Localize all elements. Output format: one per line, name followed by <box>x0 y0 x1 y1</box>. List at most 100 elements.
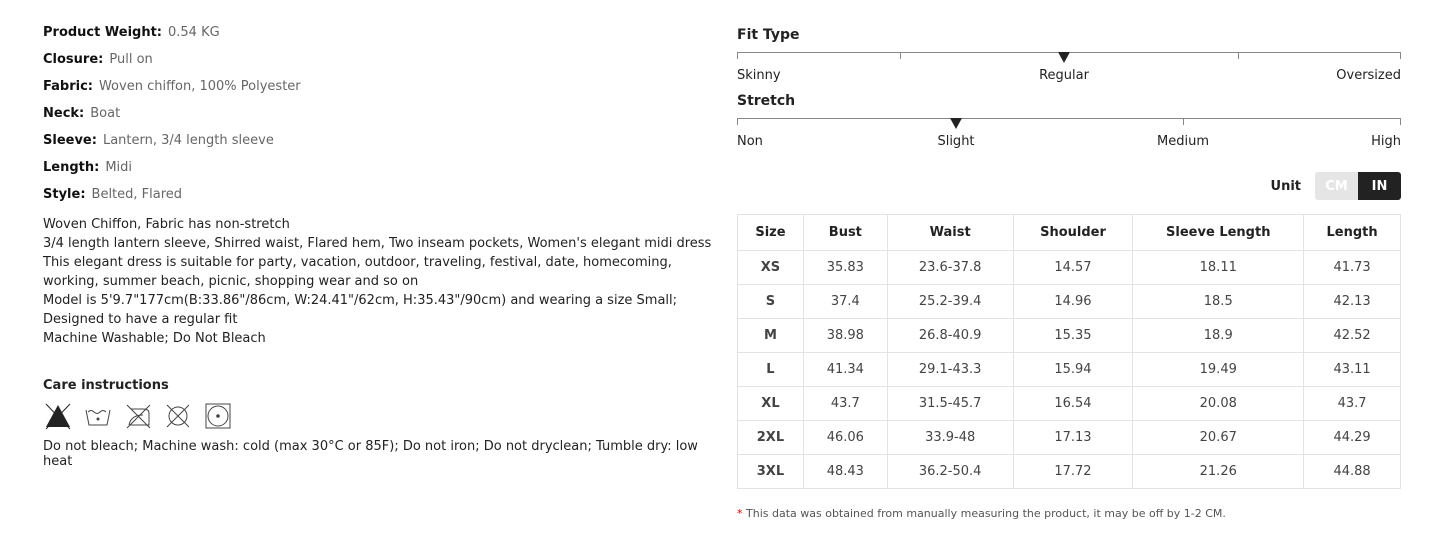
table-cell: 43.7 <box>802 386 888 421</box>
attribute-label: Closure: <box>43 52 104 67</box>
table-row: S 37.4 25.2-39.4 14.96 18.5 42.13 <box>737 284 1401 319</box>
table-cell: 15.35 <box>1012 318 1134 353</box>
fit_type-label: Regular <box>1039 68 1089 83</box>
column-header: Size <box>737 214 804 251</box>
table-cell: 42.52 <box>1303 318 1401 353</box>
table-cell: 19.49 <box>1132 352 1305 387</box>
table-cell: 36.2-50.4 <box>886 454 1014 489</box>
stretch-label: Non <box>737 134 763 149</box>
attribute-row: Length: Midi <box>43 159 723 186</box>
stretch-label: Slight <box>937 134 975 149</box>
attribute-label: Product Weight: <box>43 25 162 40</box>
stretch-scale <box>737 118 1401 138</box>
description-line: Woven Chiffon, Fabric has non-stretch <box>43 217 290 232</box>
stretch-label: High <box>1371 134 1401 149</box>
table-cell: 23.6-37.8 <box>886 250 1014 285</box>
description: Woven Chiffon, Fabric has non-stretch 3/4… <box>43 215 723 348</box>
table-row: 2XL 46.06 33.9-48 17.13 20.67 44.29 <box>737 420 1401 455</box>
attribute-row: Product Weight: 0.54 KG <box>43 24 723 51</box>
table-row: 3XL 48.43 36.2-50.4 17.72 21.26 44.88 <box>737 454 1401 489</box>
fit-type-marker <box>1058 52 1070 63</box>
table-cell: 17.13 <box>1012 420 1134 455</box>
unit-in-button[interactable]: IN <box>1358 172 1401 200</box>
column-header: Length <box>1303 214 1401 251</box>
care-icons <box>43 401 723 431</box>
table-cell: 18.5 <box>1132 284 1305 319</box>
table-cell: XL <box>737 386 804 421</box>
table-cell: 41.34 <box>802 352 888 387</box>
table-cell: XS <box>737 250 804 285</box>
attribute-row: Fabric: Woven chiffon, 100% Polyester <box>43 78 723 105</box>
attribute-row: Style: Belted, Flared <box>43 186 723 213</box>
table-cell: 16.54 <box>1012 386 1134 421</box>
table-cell: 44.88 <box>1303 454 1401 489</box>
do-not-dryclean-icon <box>166 404 190 428</box>
attribute-label: Length: <box>43 160 100 175</box>
table-cell: 43.7 <box>1303 386 1401 421</box>
attribute-row: Closure: Pull on <box>43 51 723 78</box>
table-cell: 2XL <box>737 420 804 455</box>
table-row: M 38.98 26.8-40.9 15.35 18.9 42.52 <box>737 318 1401 353</box>
stretch-marker <box>949 118 962 129</box>
table-cell: 21.26 <box>1132 454 1305 489</box>
unit-toggle: Unit CM IN <box>737 172 1401 200</box>
measurement-note: * This data was obtained from manually m… <box>737 507 1226 520</box>
table-cell: 25.2-39.4 <box>886 284 1014 319</box>
attribute-value: 0.54 KG <box>168 25 220 40</box>
fit_type-label: Oversized <box>1336 68 1401 83</box>
attribute-value: Boat <box>90 106 121 121</box>
fit-type-title: Fit Type <box>737 27 800 43</box>
table-cell: 44.29 <box>1303 420 1401 455</box>
table-cell: 14.96 <box>1012 284 1134 319</box>
unit-cm-button[interactable]: CM <box>1315 172 1358 200</box>
fit-type-scale <box>737 52 1401 72</box>
table-cell: 18.9 <box>1132 318 1305 353</box>
table-cell: 35.83 <box>802 250 888 285</box>
attribute-value: Woven chiffon, 100% Polyester <box>98 79 301 94</box>
table-cell: 46.06 <box>802 420 888 455</box>
care-text: Do not bleach; Machine wash: cold (max 3… <box>43 439 698 469</box>
attribute-label: Sleeve: <box>43 133 97 148</box>
table-cell: 29.1-43.3 <box>886 352 1014 387</box>
description-line: Machine Washable; Do Not Bleach <box>43 331 266 346</box>
table-cell: 48.43 <box>802 454 888 489</box>
table-cell: 42.13 <box>1303 284 1401 319</box>
attribute-label: Neck: <box>43 106 85 121</box>
fit_type-label: Skinny <box>737 68 781 83</box>
attribute-label: Style: <box>43 187 86 202</box>
table-cell: L <box>737 352 804 387</box>
table-cell: 33.9-48 <box>886 420 1014 455</box>
description-line: Model is 5'9.7"177cm(B:33.86"/86cm, W:24… <box>43 293 678 327</box>
stretch-label: Medium <box>1157 134 1209 149</box>
no-bleach-icon <box>45 403 71 430</box>
table-cell: 43.11 <box>1303 352 1401 387</box>
product-details: Product Weight: 0.54 KG Closure: Pull on Fab… <box>43 24 723 469</box>
attribute-row: Neck: Boat <box>43 105 723 132</box>
stretch-title: Stretch <box>737 93 796 109</box>
column-header: Bust <box>802 214 888 251</box>
table-cell: 38.98 <box>802 318 888 353</box>
table-cell: 37.4 <box>802 284 888 319</box>
tumble-dry-low-icon <box>205 403 231 429</box>
table-cell: 15.94 <box>1012 352 1134 387</box>
care-title: Care instructions <box>43 378 169 393</box>
table-row: XS 35.83 23.6-37.8 14.57 18.11 41.73 <box>737 250 1401 285</box>
table-cell: 26.8-40.9 <box>886 318 1014 353</box>
unit-label: Unit <box>1270 178 1301 194</box>
table-cell: 14.57 <box>1012 250 1134 285</box>
table-row: L 41.34 29.1-43.3 15.94 19.49 43.11 <box>737 352 1401 387</box>
machine-wash-cold-icon <box>85 409 111 426</box>
table-cell: 3XL <box>737 454 804 489</box>
size-table: Size Bust Waist Shoulder Sleeve Length Length… <box>737 214 1401 489</box>
table-cell: S <box>737 284 804 319</box>
table-cell: 17.72 <box>1012 454 1134 489</box>
table-cell: 20.67 <box>1132 420 1305 455</box>
table-cell: 41.73 <box>1303 250 1401 285</box>
table-row: XL 43.7 31.5-45.7 16.54 20.08 43.7 <box>737 386 1401 421</box>
column-header: Shoulder <box>1012 214 1134 251</box>
table-cell: 18.11 <box>1132 250 1305 285</box>
attribute-label: Fabric: <box>43 79 93 94</box>
description-line: 3/4 length lantern sleeve, Shirred waist… <box>43 236 712 251</box>
attribute-value: Belted, Flared <box>91 187 183 202</box>
attribute-row: Sleeve: Lantern, 3/4 length sleeve <box>43 132 723 159</box>
